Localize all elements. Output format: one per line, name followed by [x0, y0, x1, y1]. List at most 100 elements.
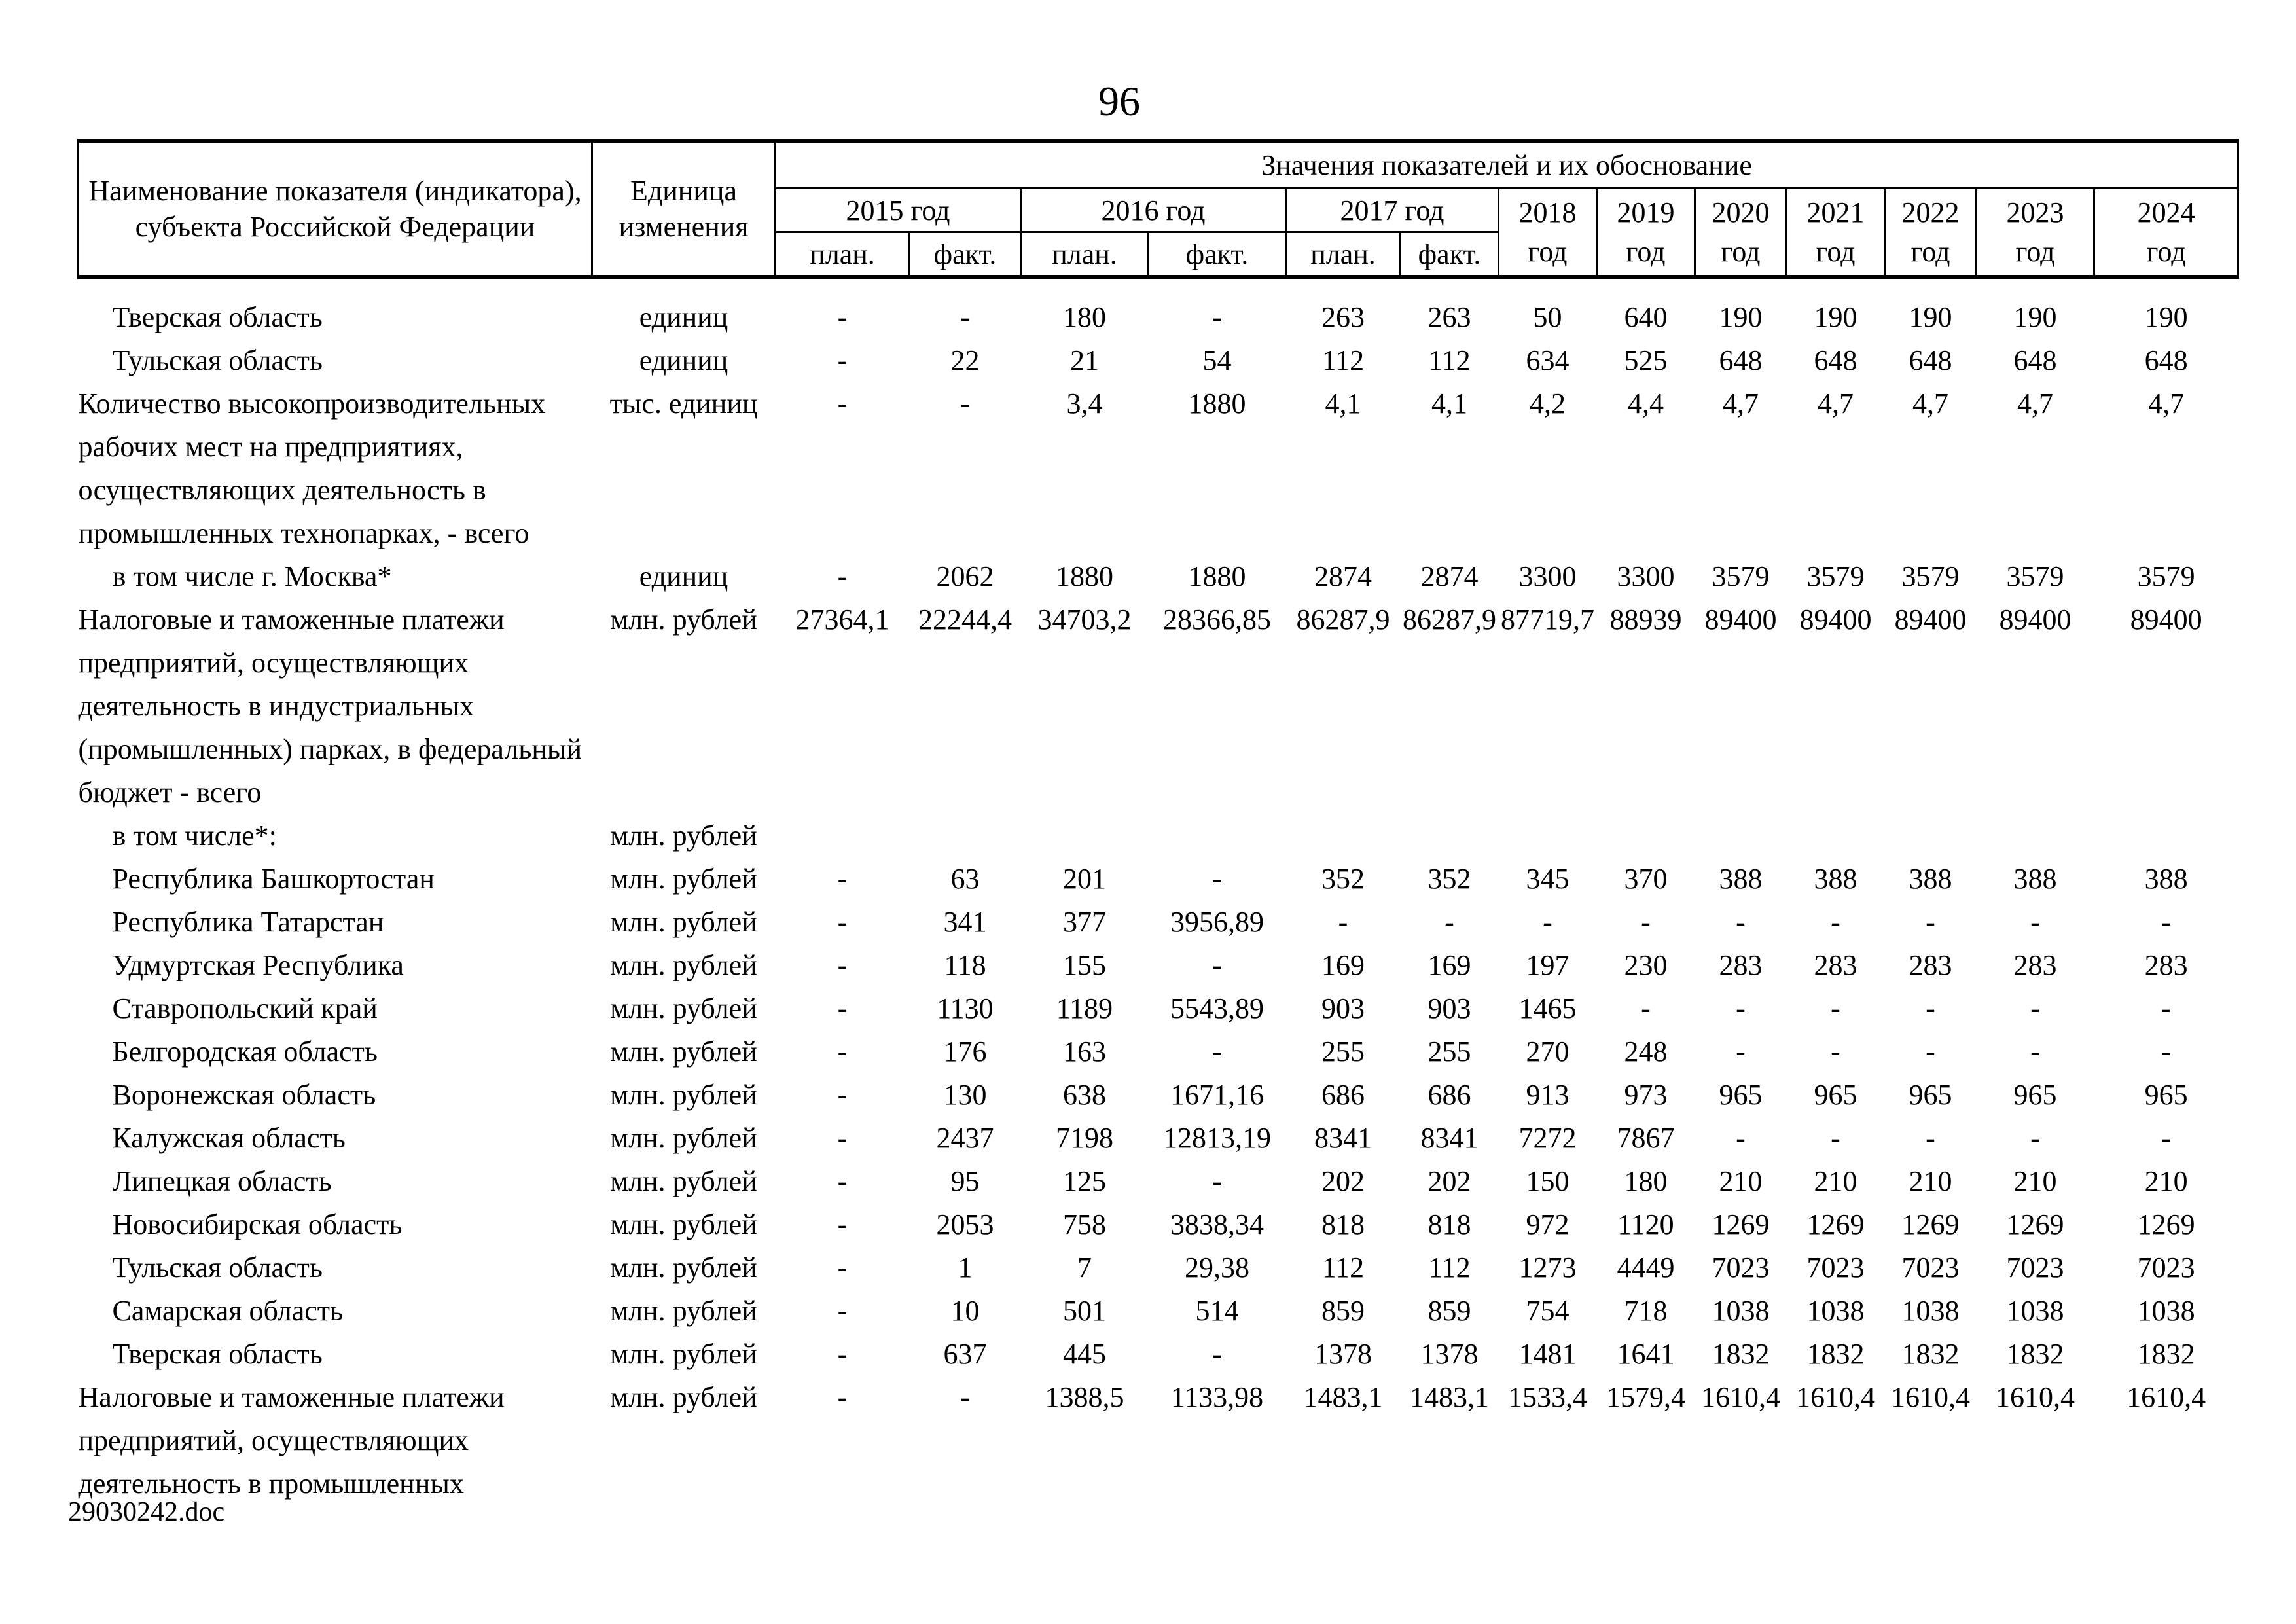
row-value: 1120	[1617, 1208, 1674, 1240]
row-value: -	[1926, 906, 1935, 938]
row-value: 1378	[1420, 1338, 1479, 1370]
row-value: 913	[1526, 1079, 1570, 1111]
header-year-2019: 2019 год	[1596, 187, 1696, 279]
row-value: 1038	[1806, 1295, 1865, 1327]
row-value: 255	[1427, 1036, 1471, 1068]
row-value: 190	[2144, 301, 2188, 333]
row-value: 352	[1321, 863, 1365, 895]
row-unit: единиц	[639, 560, 728, 592]
row-value: 388	[1814, 863, 1857, 895]
year-number: 2023	[2006, 196, 2064, 229]
row-value: 7198	[1056, 1122, 1113, 1154]
row-value: 7	[1077, 1252, 1092, 1284]
row-value: 1641	[1617, 1338, 1675, 1370]
row-value: 1483,1	[1410, 1381, 1489, 1413]
row-value: 89400	[2130, 604, 2202, 636]
row-unit: млн. рублей	[610, 1036, 757, 1068]
row-value: 112	[1321, 1252, 1365, 1284]
year-word: год	[1721, 235, 1761, 268]
header-year-2016: 2016 год	[1020, 187, 1287, 233]
row-value: 1038	[1712, 1295, 1770, 1327]
row-value: -	[2161, 906, 2171, 938]
row-value: -	[1736, 1122, 1746, 1154]
row-value: -	[1831, 1122, 1840, 1154]
row-value: -	[1338, 906, 1348, 938]
row-value: -	[1926, 992, 1935, 1024]
row-value: 29,38	[1185, 1252, 1249, 1284]
row-unit: единиц	[639, 301, 728, 333]
row-value: 1269	[1712, 1208, 1770, 1240]
row-value: 197	[1526, 949, 1570, 981]
row-name: Новосибирская область	[112, 1208, 403, 1240]
year-word: год	[2146, 235, 2186, 268]
header-year-2015: 2015 год	[774, 187, 1022, 233]
row-value: 88939	[1609, 604, 1682, 636]
row-value: 965	[2013, 1079, 2057, 1111]
row-value: 965	[1909, 1079, 1952, 1111]
row-value: 648	[1719, 344, 1763, 376]
row-value: 370	[1624, 863, 1668, 895]
row-value: 270	[1526, 1036, 1570, 1068]
row-value	[776, 814, 910, 857]
year-word: год	[1816, 235, 1856, 268]
row-value	[2094, 814, 2238, 857]
row-value: -	[837, 1036, 848, 1068]
row-value: 388	[2013, 863, 2057, 895]
year-word: год	[1910, 235, 1950, 268]
header-indicator-name: Наименование показателя (индикатора), су…	[77, 139, 593, 279]
row-value: 1269	[2137, 1208, 2195, 1240]
header-row-plan-fact: план. факт. план. факт. план. факт.	[79, 231, 2238, 279]
row-value: 3956,89	[1170, 906, 1264, 938]
row-value	[1499, 814, 1597, 857]
row-value: 3579	[2006, 560, 2064, 592]
row-value	[1286, 814, 1401, 857]
row-value: 1579,4	[1606, 1381, 1685, 1413]
row-value: 3579	[1806, 560, 1865, 592]
row-value: 965	[1814, 1079, 1857, 1111]
row-name: в том числе г. Москва*	[112, 560, 392, 592]
row-value: 640	[1624, 301, 1668, 333]
row-value: 1832	[1712, 1338, 1770, 1370]
row-value: 686	[1321, 1079, 1365, 1111]
table-row: Количество высокопроизводительных рабочи…	[79, 382, 2238, 555]
row-value: 686	[1427, 1079, 1471, 1111]
row-value: 112	[1428, 344, 1471, 376]
row-value: 169	[1321, 949, 1365, 981]
header-year-2018: 2018 год	[1498, 187, 1598, 279]
row-unit: млн. рублей	[610, 1079, 757, 1111]
row-value: 202	[1321, 1165, 1365, 1197]
row-value: 7867	[1617, 1122, 1675, 1154]
row-value: 95	[950, 1165, 980, 1197]
row-value: 3579	[1901, 560, 1960, 592]
row-value: 1832	[1806, 1338, 1865, 1370]
row-value: 4,7	[1912, 388, 1948, 420]
row-value: 210	[2144, 1165, 2188, 1197]
row-unit: млн. рублей	[610, 863, 757, 895]
year-number: 2020	[1712, 196, 1770, 229]
year-word: год	[1528, 235, 1568, 268]
row-value: -	[1212, 863, 1222, 895]
row-value: 89400	[1999, 604, 2072, 636]
header-year-2024: 2024 год	[2092, 187, 2240, 279]
row-value: 5543,89	[1170, 992, 1264, 1024]
header-fact-2017: факт.	[1399, 231, 1499, 279]
row-unit: млн. рублей	[610, 906, 757, 938]
row-value: 180	[1624, 1165, 1668, 1197]
row-value: -	[1736, 992, 1746, 1024]
row-value: -	[837, 301, 848, 333]
row-value: 50	[1533, 301, 1562, 333]
row-value: 1483,1	[1303, 1381, 1383, 1413]
row-value: -	[2030, 1122, 2040, 1154]
row-value: 1269	[1901, 1208, 1960, 1240]
row-value: 1465	[1518, 992, 1577, 1024]
row-value: 190	[2013, 301, 2057, 333]
row-value: 903	[1321, 992, 1365, 1024]
row-value: -	[2030, 906, 2040, 938]
row-value: 210	[2013, 1165, 2057, 1197]
row-name: Удмуртская Республика	[112, 949, 404, 981]
row-value: 112	[1321, 344, 1365, 376]
table-row: Тверская область единиц - - 180 - 263 263 50 640 1…	[79, 296, 2238, 339]
row-value: 388	[2144, 863, 2188, 895]
row-value: 163	[1063, 1036, 1106, 1068]
row-value: 637	[943, 1338, 987, 1370]
